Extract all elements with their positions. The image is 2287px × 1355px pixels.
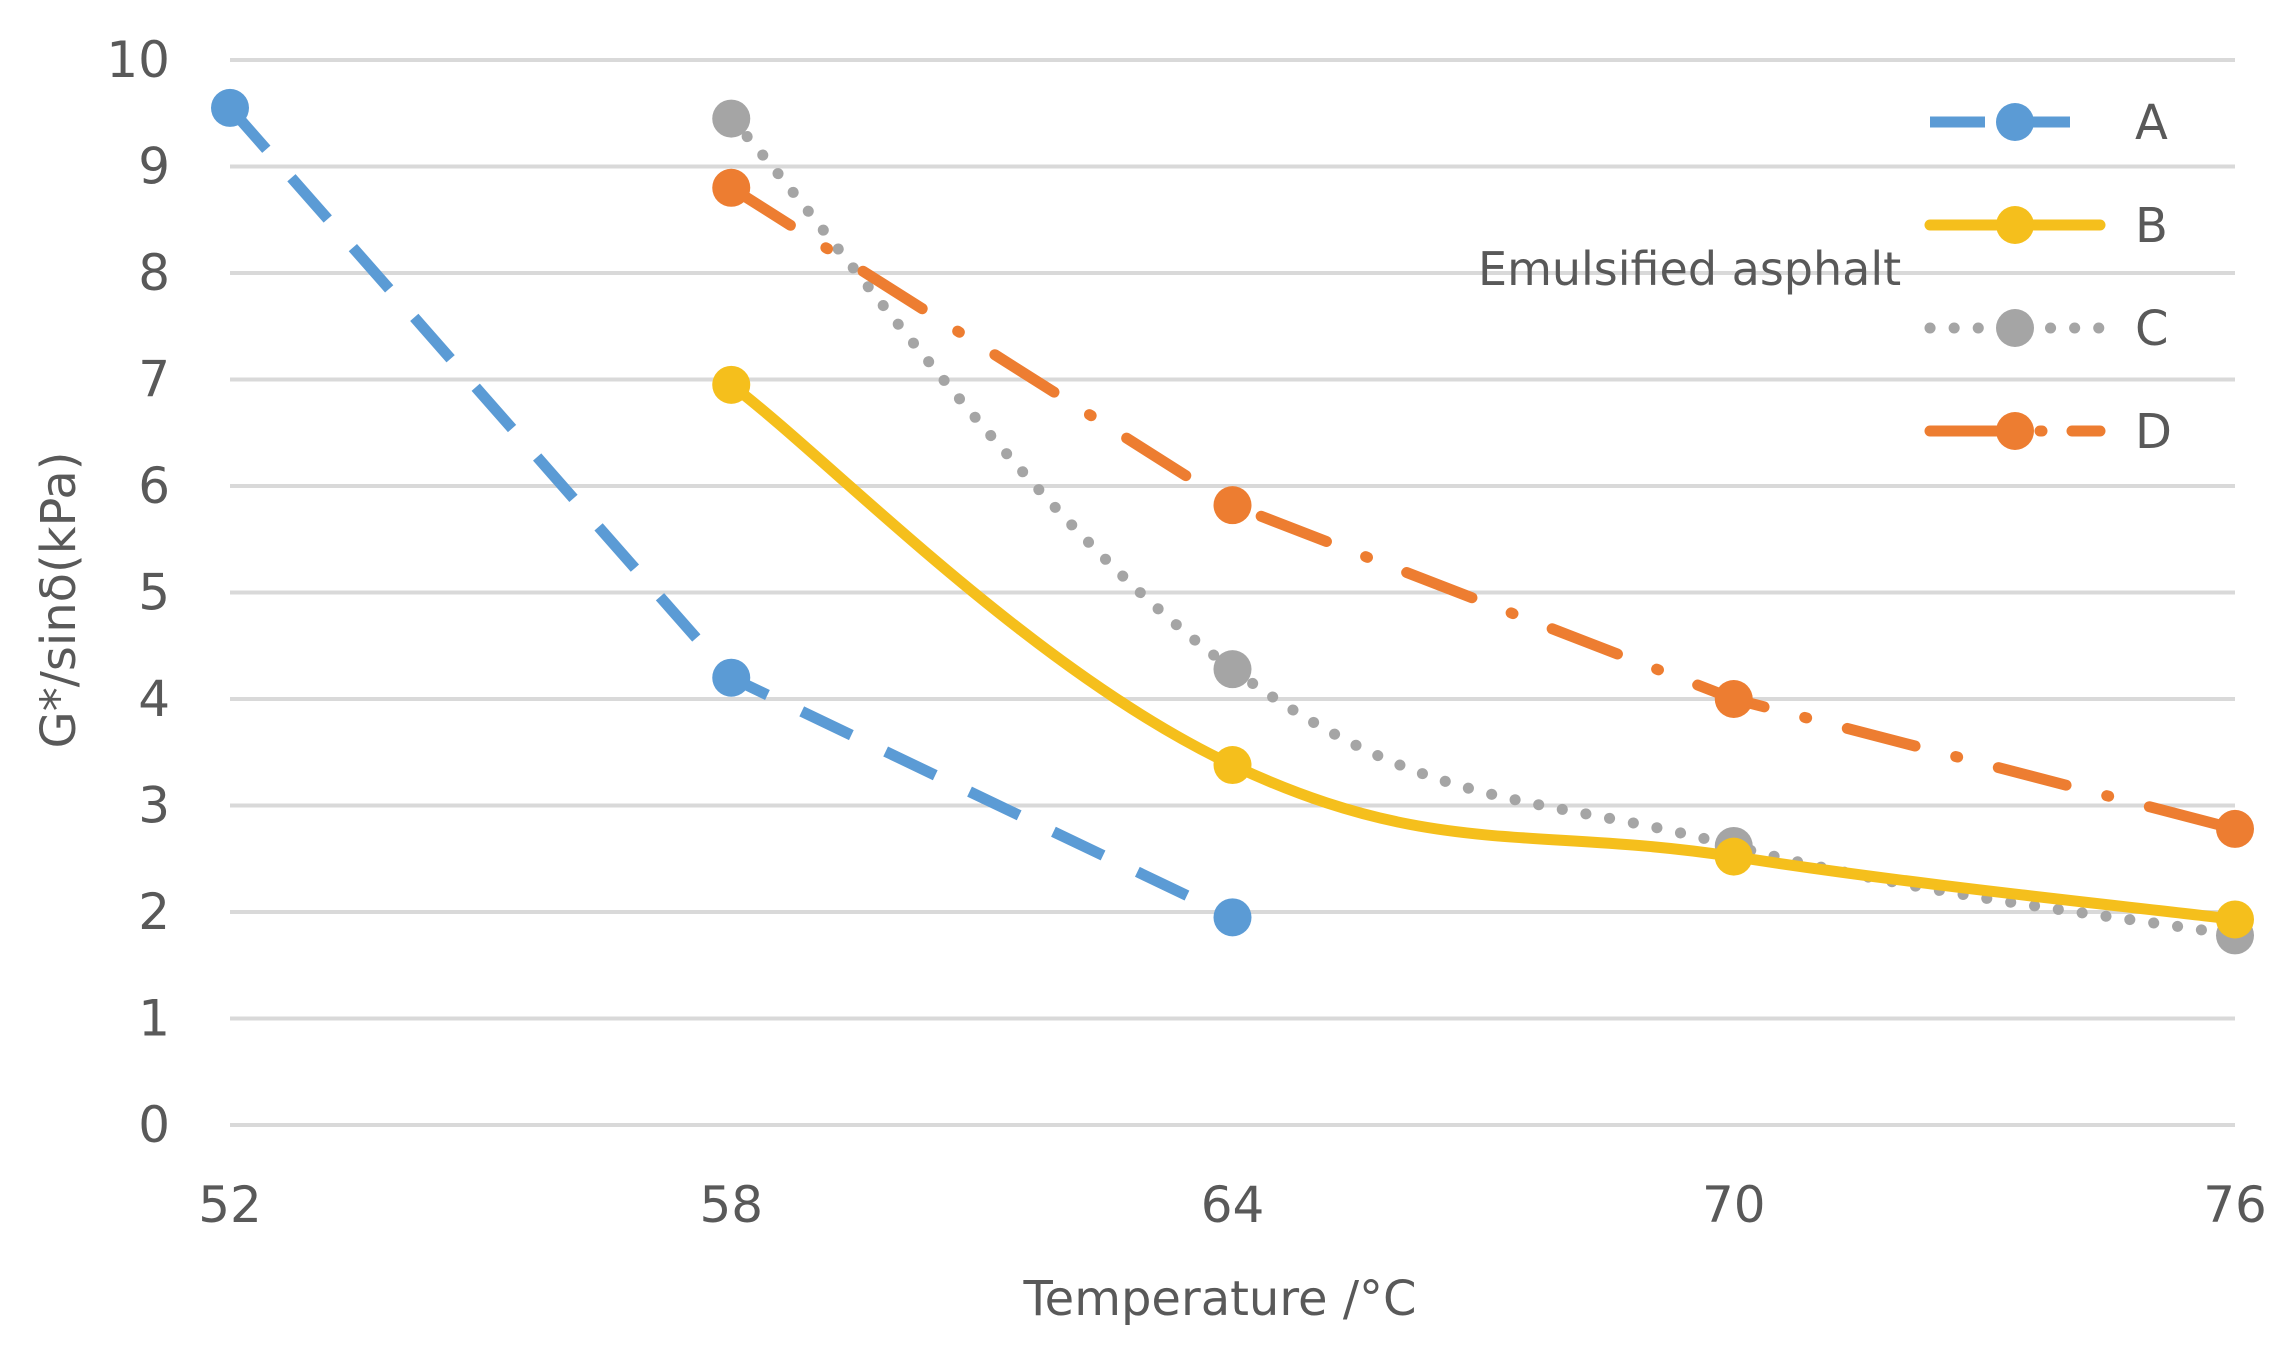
y-tick-label: 5 <box>138 564 170 622</box>
series-c-point <box>1213 650 1252 689</box>
series-d-point <box>712 168 751 207</box>
series-b-point <box>712 365 751 404</box>
x-axis-title: Temperature /°C <box>1023 1271 1417 1327</box>
legend-marker-d <box>1996 412 2034 450</box>
y-tick-label: 2 <box>138 883 170 941</box>
legend-marker-c <box>1996 309 2034 347</box>
y-tick-label: 8 <box>138 244 170 302</box>
y-tick-label: 3 <box>138 777 170 835</box>
series-b-point <box>2216 900 2254 939</box>
legend-label-a: A <box>2135 95 2168 151</box>
series-b-point <box>1213 746 1252 785</box>
series-c-point <box>712 99 751 138</box>
x-tick-label: 52 <box>198 1176 262 1234</box>
legend-label-b: B <box>2135 198 2168 254</box>
legend-marker-a <box>1996 103 2034 141</box>
annotation-emulsified-asphalt: Emulsified asphalt <box>1478 242 1901 296</box>
series-a <box>211 88 1252 937</box>
legend-marker-b <box>1996 206 2034 244</box>
y-tick-label: 0 <box>138 1096 170 1154</box>
series-d-point <box>1714 680 1753 718</box>
plot-area <box>211 88 2254 955</box>
series-b-line <box>725 379 2241 925</box>
y-tick-label: 9 <box>138 138 170 196</box>
legend-item-c: C <box>1924 301 2169 357</box>
series-d-point <box>2216 809 2254 848</box>
y-tick-label: 10 <box>106 31 170 89</box>
series-b <box>712 365 2254 939</box>
legend-item-a: A <box>1930 95 2168 151</box>
y-tick-label: 6 <box>138 457 170 515</box>
x-tick-label: 70 <box>1702 1176 1766 1234</box>
y-tick-label: 4 <box>138 670 170 728</box>
series-b-point <box>1714 837 1753 876</box>
legend-label-d: D <box>2135 404 2172 460</box>
axis-tick-labels: 0 1 2 3 4 5 6 7 8 9 10 52 58 64 70 76 <box>106 31 2266 1234</box>
series-d <box>712 168 2254 848</box>
y-axis-title: G*/sinδ(kPa) <box>31 452 87 749</box>
x-tick-label: 76 <box>2203 1176 2267 1234</box>
x-tick-label: 58 <box>699 1176 763 1234</box>
series-a-point <box>712 658 751 697</box>
legend-label-c: C <box>2135 301 2169 357</box>
series-c-line <box>725 113 2241 941</box>
y-tick-label: 1 <box>138 990 170 1048</box>
y-tick-label: 7 <box>138 351 170 409</box>
legend-item-b: B <box>1924 198 2168 254</box>
x-tick-label: 64 <box>1201 1176 1265 1234</box>
series-a-line <box>225 104 1235 923</box>
legend-item-d: D <box>1924 404 2172 460</box>
series-a-point <box>1213 898 1252 937</box>
series-a-point <box>211 88 249 127</box>
series-d-point <box>1213 486 1252 525</box>
